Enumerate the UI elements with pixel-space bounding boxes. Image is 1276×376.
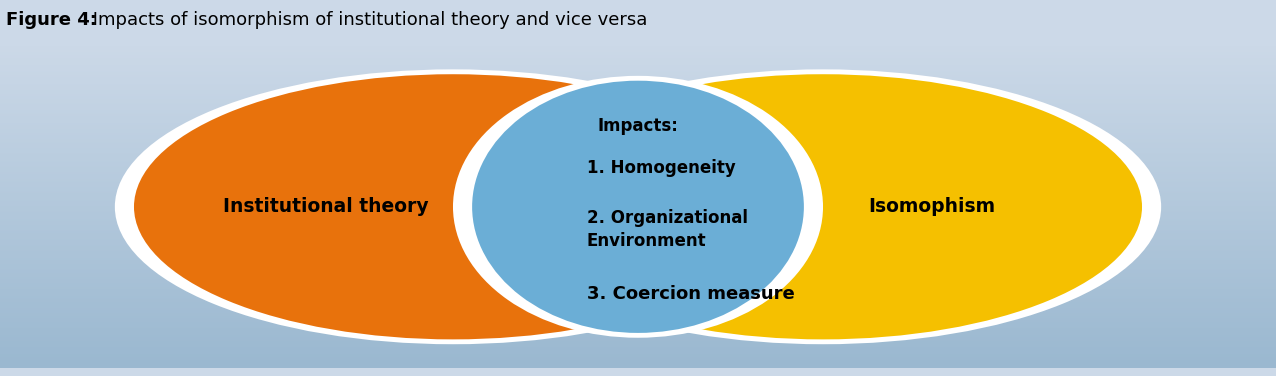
Text: Figure 4:: Figure 4:	[6, 11, 97, 29]
Text: Institutional theory: Institutional theory	[222, 197, 429, 216]
Text: Impacts of isomorphism of institutional theory and vice versa: Impacts of isomorphism of institutional …	[87, 11, 647, 29]
Ellipse shape	[453, 76, 823, 338]
Text: 3. Coercion measure: 3. Coercion measure	[587, 285, 795, 303]
Ellipse shape	[485, 69, 1161, 344]
Ellipse shape	[504, 74, 1142, 340]
Ellipse shape	[115, 69, 791, 344]
Ellipse shape	[472, 81, 804, 333]
Text: Impacts:: Impacts:	[597, 117, 679, 135]
Ellipse shape	[134, 74, 772, 340]
Text: Isomophism: Isomophism	[868, 197, 995, 216]
Text: 2. Organizational
Environment: 2. Organizational Environment	[587, 209, 748, 250]
Text: 1. Homogeneity: 1. Homogeneity	[587, 159, 736, 177]
